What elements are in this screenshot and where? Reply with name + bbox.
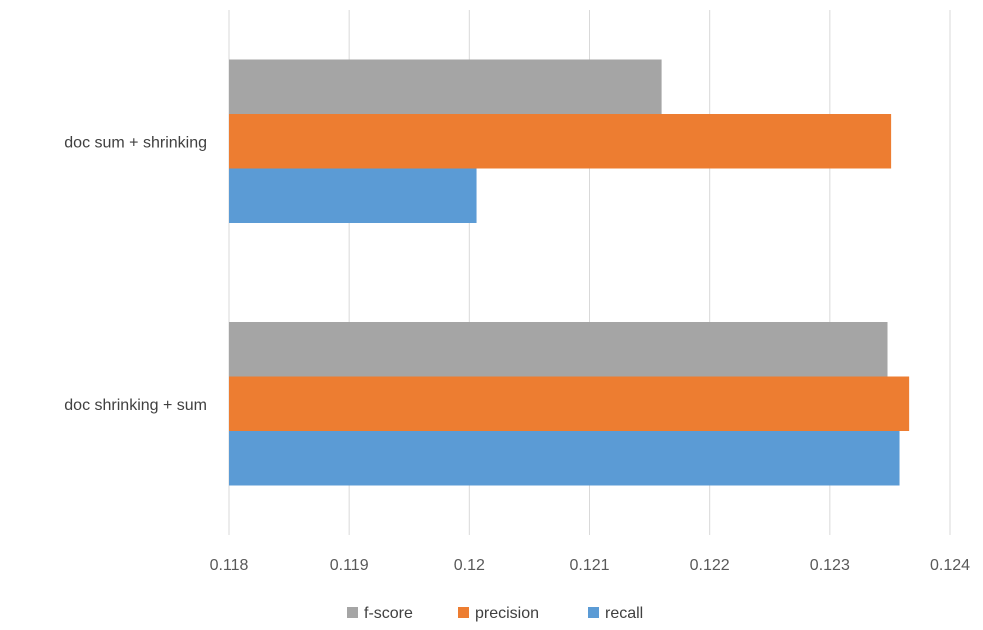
- legend-swatch-f-score: [347, 607, 358, 618]
- bar-f-score: [229, 59, 662, 114]
- x-tick-label: 0.121: [569, 557, 609, 574]
- bar-recall: [229, 431, 900, 486]
- bar-precision: [229, 114, 892, 169]
- legend-label-recall: recall: [605, 605, 643, 622]
- legend-swatch-recall: [588, 607, 599, 618]
- legend-label-f-score: f-score: [364, 605, 413, 622]
- category-label: doc shrinking + sum: [64, 397, 207, 414]
- bar-f-score: [229, 322, 888, 377]
- bar-recall: [229, 168, 477, 223]
- x-tick-label: 0.118: [210, 557, 249, 574]
- category-labels: doc shrinking + sum doc sum + shrinking: [64, 134, 207, 414]
- legend-swatch-precision: [458, 607, 469, 618]
- x-tick-label: 0.12: [454, 557, 485, 574]
- x-axis-ticks: 0.118 0.119 0.12 0.121 0.122 0.123 0.124: [210, 557, 971, 574]
- category-label: doc sum + shrinking: [64, 134, 207, 151]
- bars: [229, 59, 910, 486]
- x-tick-label: 0.123: [810, 557, 850, 574]
- x-tick-label: 0.124: [930, 557, 970, 574]
- x-tick-label: 0.122: [690, 557, 730, 574]
- x-tick-label: 0.119: [330, 557, 369, 574]
- legend-label-precision: precision: [475, 605, 539, 622]
- legend: f-score precision recall: [347, 605, 643, 622]
- bar-precision: [229, 376, 910, 431]
